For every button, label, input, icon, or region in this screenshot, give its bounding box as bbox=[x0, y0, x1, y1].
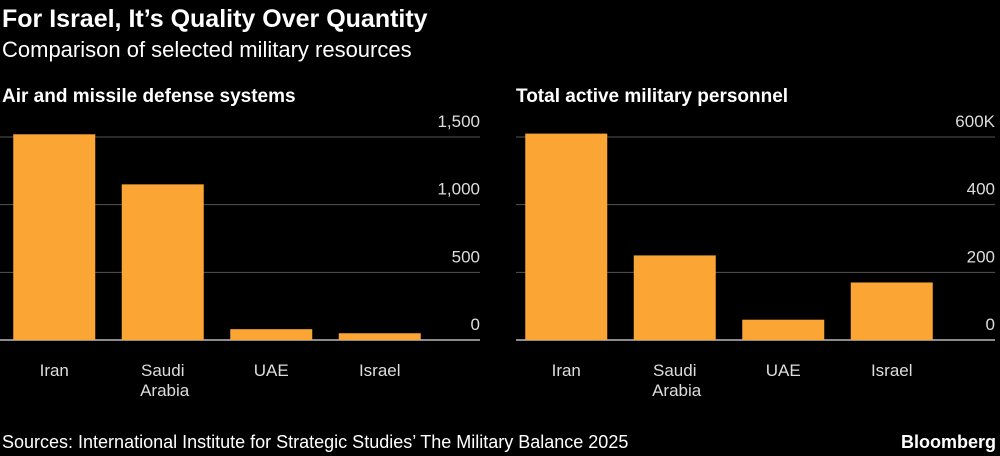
x-tick-label: Saudi Arabia bbox=[648, 361, 701, 400]
x-tick-label: Saudi Arabia bbox=[136, 361, 189, 400]
y-tick-label: 1,000 bbox=[437, 180, 480, 199]
y-tick-label: 1,500 bbox=[437, 112, 480, 131]
panel-title: Total active military personnel bbox=[516, 86, 788, 107]
x-tick-label: UAE bbox=[766, 361, 801, 380]
x-tick-label: UAE bbox=[254, 361, 289, 380]
y-tick-label: 200 bbox=[967, 247, 995, 266]
chart-subtitle: Comparison of selected military resource… bbox=[2, 37, 412, 62]
x-tick-label: Israel bbox=[359, 361, 401, 380]
brand: Bloomberg bbox=[901, 432, 996, 452]
x-tick-label: Israel bbox=[871, 361, 913, 380]
x-tick-label: Iran bbox=[552, 361, 581, 380]
y-tick-label: 0 bbox=[471, 315, 480, 334]
y-tick-label: 0 bbox=[986, 315, 995, 334]
chart-title: For Israel, It’s Quality Over Quantity bbox=[2, 5, 428, 33]
bar bbox=[633, 255, 716, 340]
y-tick-label: 500 bbox=[452, 247, 480, 266]
bar bbox=[525, 133, 608, 340]
y-tick-label: 400 bbox=[967, 180, 995, 199]
bar bbox=[13, 134, 96, 340]
source-note: Sources: International Institute for Str… bbox=[2, 432, 628, 452]
bar bbox=[121, 184, 204, 340]
bar bbox=[230, 329, 313, 340]
y-tick-label: 600K bbox=[955, 112, 995, 131]
bar bbox=[742, 319, 825, 340]
panel-title: Air and missile defense systems bbox=[2, 86, 296, 107]
bar bbox=[338, 333, 421, 340]
x-tick-label: Iran bbox=[40, 361, 69, 380]
bar bbox=[850, 282, 933, 340]
